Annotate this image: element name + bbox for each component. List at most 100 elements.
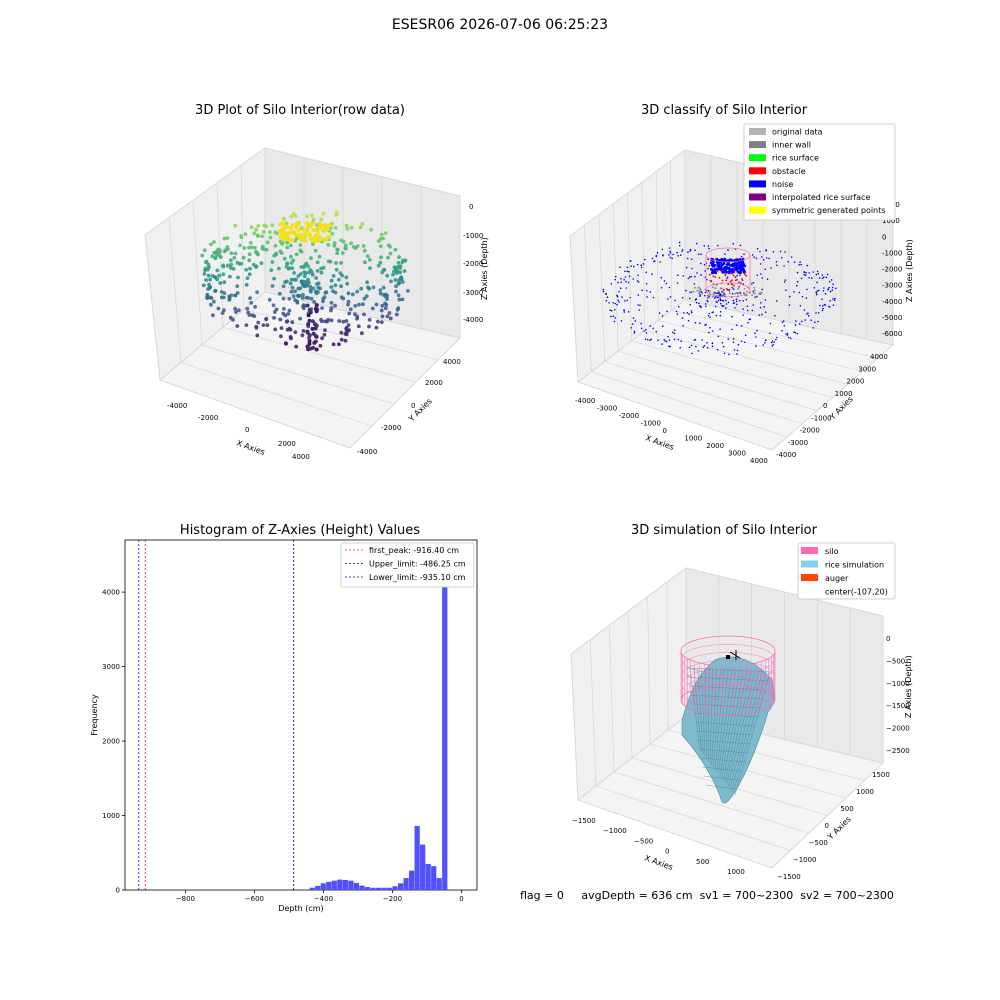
raw-point xyxy=(302,274,307,278)
noise-point xyxy=(735,298,738,300)
raw-point xyxy=(277,291,282,296)
raw-point xyxy=(210,254,215,259)
noise-point xyxy=(740,255,743,258)
raw-point xyxy=(247,252,252,257)
raw-point xyxy=(296,274,301,278)
noise-point xyxy=(815,291,817,293)
noise-point xyxy=(669,256,672,259)
raw-point xyxy=(399,276,403,280)
legend-swatch xyxy=(749,167,766,175)
noise-point xyxy=(742,300,745,302)
noise-point xyxy=(649,339,651,341)
noise-point xyxy=(816,281,818,284)
histogram-y-ticks: 0 1000 2000 3000 4000 xyxy=(102,589,125,895)
noise-point xyxy=(793,291,795,293)
noise-point xyxy=(817,320,819,323)
raw-point xyxy=(222,308,226,312)
raw-point xyxy=(290,266,295,271)
raw-point xyxy=(319,270,324,275)
noise-point xyxy=(752,290,755,293)
histogram-legend: first_peak: -916.40 cm Upper_limit: -486.… xyxy=(340,542,475,588)
raw-point xyxy=(299,265,304,269)
noise-point xyxy=(700,253,702,255)
noise-point xyxy=(704,294,706,297)
noise-point xyxy=(668,286,671,289)
raw-point xyxy=(304,271,308,275)
raw-point xyxy=(360,331,364,336)
classify-xtick: -3000 xyxy=(597,405,617,413)
raw-point xyxy=(335,210,339,215)
histogram-bar xyxy=(425,863,431,890)
histogram-x-label: Depth (cm) xyxy=(278,904,323,913)
noise-point xyxy=(677,338,680,341)
noise-point xyxy=(716,296,718,299)
noise-point xyxy=(761,288,763,291)
noise-point xyxy=(677,274,679,277)
raw-point xyxy=(228,274,232,279)
raw-point xyxy=(309,296,314,301)
noise-point xyxy=(685,266,688,269)
raw-point xyxy=(265,323,270,328)
raw-point xyxy=(221,295,226,300)
noise-point xyxy=(816,293,818,296)
noise-point xyxy=(689,303,692,306)
noise-point xyxy=(735,324,738,326)
raw-point xyxy=(311,228,316,233)
noise-point xyxy=(787,261,789,263)
wall-point xyxy=(699,288,702,290)
wall-point xyxy=(739,292,742,295)
noise-point xyxy=(780,256,783,259)
histogram-bar xyxy=(364,887,371,890)
raw-point xyxy=(252,314,257,318)
noise-point xyxy=(641,289,643,292)
noise-point xyxy=(781,321,784,324)
raw-point xyxy=(313,306,318,311)
noise-point xyxy=(832,304,835,307)
raw-point xyxy=(400,280,405,284)
noise-point xyxy=(763,305,766,308)
histogram-ytick: 2000 xyxy=(102,738,120,746)
noise-point xyxy=(756,329,758,332)
raw-ztick: 0 xyxy=(469,203,473,211)
noise-point xyxy=(794,331,797,334)
legend-swatch xyxy=(801,547,818,554)
noise-point xyxy=(691,267,693,270)
raw-point xyxy=(286,312,291,316)
noise-point xyxy=(687,277,690,280)
raw-point xyxy=(380,270,385,275)
noise-point xyxy=(640,264,643,267)
raw-point xyxy=(307,307,312,312)
raw-point xyxy=(207,286,212,290)
noise-point xyxy=(775,300,778,302)
legend-label: Lower_limit: -935.10 cm xyxy=(369,573,466,582)
sv1-text: sv1 = 700~2300 xyxy=(699,889,794,902)
raw-xtick: 2000 xyxy=(278,440,296,448)
raw-point xyxy=(253,304,257,309)
noise-point xyxy=(609,309,611,312)
classify-ztick: 1000 xyxy=(882,217,900,225)
noise-point xyxy=(703,344,706,347)
classify-ytick: -2000 xyxy=(800,427,820,435)
surface-point xyxy=(735,267,738,271)
noise-point xyxy=(828,305,830,308)
classify-ytick: -3000 xyxy=(788,439,808,447)
noise-point xyxy=(823,287,825,289)
raw-point xyxy=(283,313,288,318)
noise-point xyxy=(822,307,824,310)
noise-point xyxy=(732,302,735,305)
noise-point xyxy=(683,312,685,314)
raw-point xyxy=(393,278,398,282)
raw-point xyxy=(306,322,311,327)
raw-point xyxy=(340,251,345,256)
noise-point xyxy=(694,249,696,251)
raw-point xyxy=(337,319,342,323)
raw-point xyxy=(243,232,248,237)
noise-point xyxy=(823,276,825,279)
raw-point xyxy=(284,341,288,345)
raw-point xyxy=(239,261,244,266)
raw-point xyxy=(383,294,388,299)
raw-point xyxy=(304,279,309,284)
noise-point xyxy=(623,311,626,313)
raw-point xyxy=(285,240,290,245)
noise-point xyxy=(623,278,625,281)
